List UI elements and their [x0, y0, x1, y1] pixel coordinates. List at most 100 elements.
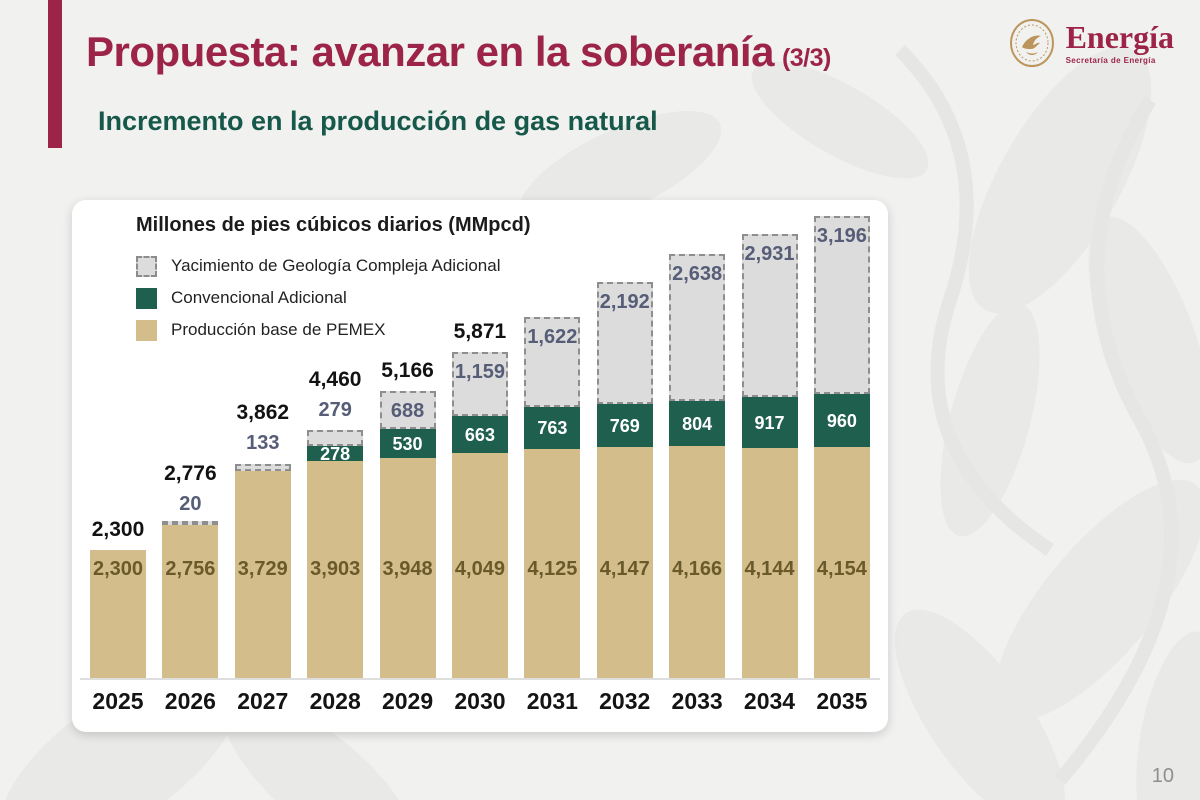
- bar-2033: 2,638 804 4,166: [665, 208, 729, 678]
- segment-geologia-compleja: 1,622: [524, 317, 581, 407]
- base-value-label: 3,729: [237, 558, 288, 580]
- bar-stack: 1,622 763 4,125: [524, 317, 581, 678]
- total-value-label: 5,871: [453, 319, 507, 343]
- segment-geologia-compleja: 2,192: [596, 282, 653, 404]
- segment-produccion-base: 3,948: [379, 458, 436, 678]
- segment-convencional: 804: [669, 401, 726, 446]
- segment-geologia-compleja: [307, 430, 364, 446]
- x-axis-label-2030: 2030: [454, 688, 506, 714]
- segment-produccion-base: 2,300: [90, 550, 146, 678]
- bar-stack: 2,931 917 4,144: [741, 234, 798, 678]
- legend-label: Convencional Adicional: [171, 288, 347, 307]
- convencional-value-label: 804: [682, 413, 713, 434]
- segment-convencional: 763: [524, 407, 581, 449]
- base-value-label: 4,166: [672, 558, 723, 580]
- page-subtitle: Incremento en la producción de gas natur…: [98, 106, 658, 136]
- logo-name: Energía: [1065, 19, 1174, 55]
- segment-geologia-compleja: 2,638: [669, 254, 726, 401]
- above-bar-labels: 2,776 20: [148, 458, 232, 520]
- complejo-value-label: 688: [390, 400, 425, 422]
- segment-geologia-compleja: 3,196: [813, 216, 870, 394]
- page-title: Propuesta: avanzar en la soberanía (3/3): [86, 28, 831, 76]
- complejo-value-label: 2,931: [744, 243, 795, 265]
- plot-area: 2,300 2,300 2,776 20 2,756 3,862 133 3,729 4,460…: [86, 208, 874, 678]
- above-bar-labels: 5,166: [366, 355, 450, 387]
- complejo-value-label: 2,192: [599, 291, 650, 313]
- x-axis-label-2026: 2026: [164, 688, 216, 714]
- bar-2026: 2,776 20 2,756: [158, 208, 222, 678]
- complejo-value-label: 1,159: [454, 361, 505, 383]
- segment-geologia-compleja: 2,931: [741, 234, 798, 397]
- complejo-value-label: 2,638: [672, 263, 723, 285]
- bar-stack: 278 3,903: [307, 430, 364, 678]
- page-number: 10: [1151, 765, 1174, 787]
- bar-stack: 1,159 663 4,049: [451, 352, 508, 678]
- convencional-value-label: 278: [320, 443, 351, 464]
- total-value-label: 2,776: [164, 461, 217, 485]
- complejo-value-label: 279: [318, 399, 352, 421]
- legend-swatch-green-icon: [136, 287, 157, 309]
- above-bar-labels: 2,300: [76, 514, 160, 546]
- energia-logo: Energía Secretaría de Energía: [1008, 18, 1174, 68]
- segment-produccion-base: 4,125: [524, 449, 581, 678]
- x-axis-label-2029: 2029: [381, 688, 434, 714]
- segment-produccion-base: 4,154: [813, 447, 870, 678]
- bar-stack: 2,756: [162, 521, 219, 678]
- base-value-label: 3,903: [310, 558, 361, 580]
- convencional-value-label: 530: [392, 433, 423, 454]
- base-value-label: 4,049: [454, 558, 505, 580]
- convencional-value-label: 769: [609, 415, 640, 436]
- legend-swatch-tan-icon: [136, 319, 157, 341]
- segment-geologia-compleja: 688: [379, 391, 436, 429]
- accent-bar: [48, 0, 62, 148]
- x-axis: 2025 2026 2027 2028 2029 2030 2031 2032 2033 2034…: [86, 688, 874, 715]
- segment-produccion-base: 4,147: [596, 447, 653, 678]
- logo-subtitle: Secretaría de Energía: [1065, 56, 1156, 65]
- mexico-eagle-seal-icon: [1009, 19, 1054, 67]
- segment-convencional: 769: [596, 404, 653, 447]
- bar-2032: 2,192 769 4,147: [593, 208, 657, 678]
- x-axis-label-2027: 2027: [237, 688, 289, 714]
- bar-2034: 2,931 917 4,144: [738, 208, 802, 678]
- x-axis-label-2034: 2034: [743, 688, 796, 714]
- segment-convencional: 530: [379, 429, 436, 458]
- bar-stack: 3,729: [234, 464, 291, 678]
- x-axis-label-2025: 2025: [92, 688, 144, 714]
- base-value-label: 4,125: [527, 558, 578, 580]
- complejo-value-label: 1,622: [527, 326, 578, 348]
- above-bar-labels: 3,862 133: [221, 397, 305, 459]
- x-axis-label-2033: 2033: [671, 688, 723, 714]
- convencional-value-label: 917: [754, 412, 785, 433]
- bar-stack: 2,638 804 4,166: [669, 254, 726, 678]
- bar-2027: 3,862 133 3,729: [231, 208, 295, 678]
- x-axis-label-2032: 2032: [599, 688, 651, 714]
- x-axis-label-2028: 2028: [309, 688, 361, 714]
- bar-2028: 4,460 279 278 3,903: [303, 208, 367, 678]
- chart-title: Millones de pies cúbicos diarios (MMpcd): [136, 214, 531, 236]
- x-axis-label-2035: 2035: [816, 688, 868, 714]
- base-value-label: 4,144: [744, 558, 795, 580]
- chart-legend: Yacimiento de Geología Compleja Adiciona…: [136, 250, 501, 346]
- segment-produccion-base: 2,756: [162, 525, 219, 678]
- bar-stack: 3,196 960 4,154: [813, 216, 870, 678]
- segment-produccion-base: 4,144: [741, 448, 798, 678]
- segment-produccion-base: 3,903: [307, 461, 364, 678]
- bar-2029: 5,166 688 530 3,948: [376, 208, 440, 678]
- bar-stack: 2,192 769 4,147: [596, 282, 653, 678]
- total-value-label: 5,166: [381, 358, 434, 382]
- base-value-label: 2,300: [92, 558, 144, 580]
- base-value-label: 3,948: [382, 558, 433, 580]
- segment-produccion-base: 4,049: [451, 453, 508, 678]
- convencional-value-label: 763: [537, 418, 568, 438]
- above-bar-labels: 5,871: [438, 316, 522, 348]
- bar-2025: 2,300 2,300: [86, 208, 150, 678]
- bar-2030: 5,871 1,159 663 4,049: [448, 208, 512, 678]
- total-value-label: 2,300: [91, 517, 145, 541]
- bar-stack: 688 530 3,948: [379, 391, 436, 678]
- page-title-suffix: (3/3): [781, 44, 831, 72]
- bar-2035: 3,196 960 4,154: [810, 208, 874, 678]
- legend-item-convencional: Convencional Adicional: [136, 282, 501, 314]
- legend-swatch-gray-dashed-icon: [136, 255, 157, 277]
- base-value-label: 4,154: [816, 558, 867, 580]
- convencional-value-label: 960: [826, 410, 857, 431]
